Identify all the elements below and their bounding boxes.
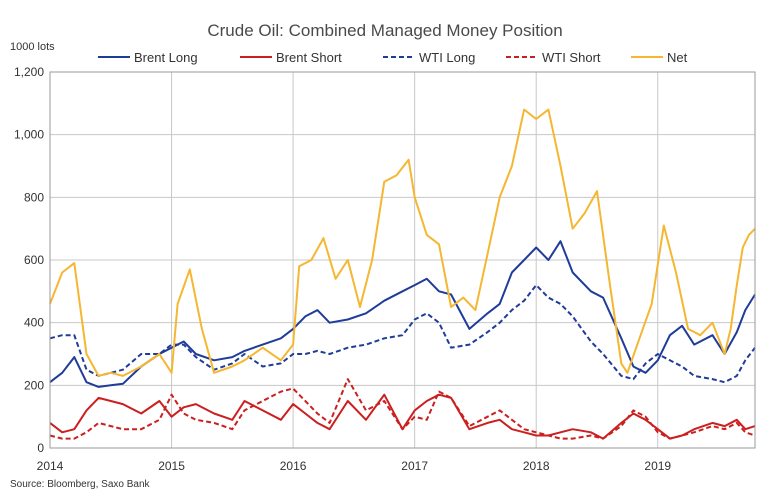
y-tick-label: 600 (24, 253, 44, 267)
series-line-wti-long (49, 284, 756, 384)
x-tick-label: 2019 (644, 459, 671, 473)
plot-frame (49, 71, 756, 449)
series-line-brent-short (49, 393, 756, 440)
y-tick-label: 400 (24, 316, 44, 330)
legend-label: Brent Short (276, 50, 342, 65)
y-tick-label: 200 (24, 378, 44, 392)
legend: Brent Long Brent Short WTI Long WTI Short Ne… (98, 50, 688, 65)
y-tick-label: 1,000 (14, 128, 44, 142)
grid (49, 71, 755, 449)
legend-label: Net (667, 50, 688, 65)
source-note: Source: Bloomberg, Saxo Bank (10, 479, 151, 490)
y-tick-label: 800 (24, 190, 44, 204)
plot-series (49, 108, 756, 440)
series-line-brent-long (49, 240, 756, 388)
series-line-net (49, 108, 756, 377)
series-line-wti-short (49, 378, 756, 440)
y-axis: 0 200 400 600 800 1,000 1,200 (14, 65, 44, 455)
y-tick-label: 1,200 (14, 65, 44, 79)
legend-label: WTI Short (542, 50, 601, 65)
y-unit-label: 1000 lots (10, 41, 55, 53)
x-tick-label: 2014 (37, 459, 64, 473)
x-tick-label: 2017 (401, 459, 428, 473)
x-tick-label: 2015 (158, 459, 185, 473)
x-tick-label: 2016 (280, 459, 307, 473)
x-axis: 2014 2015 2016 2017 2018 2019 (37, 459, 672, 473)
x-tick-label: 2018 (523, 459, 550, 473)
chart-title: Crude Oil: Combined Managed Money Positi… (207, 21, 562, 40)
y-tick-label: 0 (37, 441, 44, 455)
legend-label: Brent Long (134, 50, 198, 65)
legend-label: WTI Long (419, 50, 475, 65)
